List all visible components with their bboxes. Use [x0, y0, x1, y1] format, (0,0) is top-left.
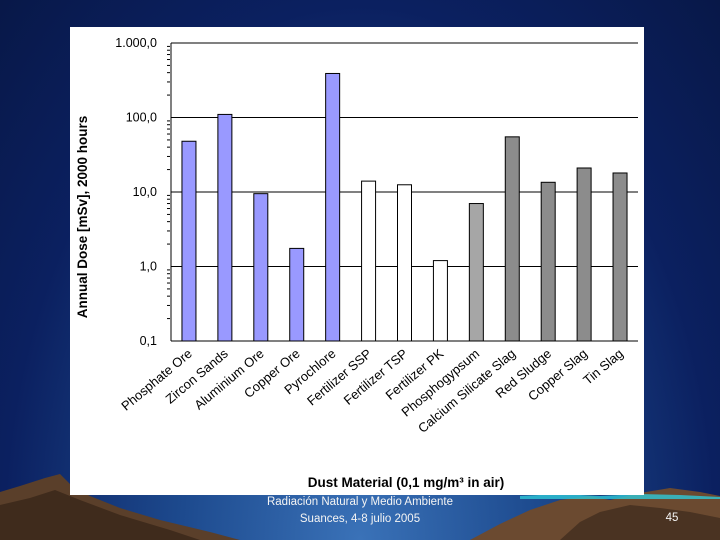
- page-number: 45: [665, 512, 679, 524]
- bar-chart: 1.000,0 100,0 10,0 1,0 0,1 Phosphate OreZirc…: [75, 36, 638, 490]
- y-tick-label: 0,1: [140, 334, 157, 348]
- bars: [181, 72, 628, 342]
- y-tick-label: 100,0: [126, 111, 157, 125]
- bar: [540, 181, 556, 342]
- x-axis-title: Dust Material (0,1 mg/m³ in air): [308, 475, 505, 490]
- y-tick-label: 1.000,0: [115, 36, 157, 50]
- bar: [432, 260, 448, 342]
- category-label: Tin Slag: [580, 346, 626, 388]
- bar: [468, 203, 484, 342]
- tick-labels: 1.000,0 100,0 10,0 1,0 0,1: [115, 36, 157, 348]
- bar: [217, 113, 233, 342]
- chart-panel: 1.000,0 100,0 10,0 1,0 0,1 Phosphate Ore Zirc…: [70, 27, 644, 495]
- y-tick-label: 1,0: [140, 260, 157, 274]
- bar: [181, 140, 197, 342]
- bar: [325, 72, 341, 342]
- bar: [361, 180, 377, 342]
- bar: [576, 167, 592, 342]
- footer-title: Radiación Natural y Medio Ambiente: [266, 496, 454, 508]
- axes: [167, 43, 638, 342]
- bar: [397, 184, 412, 342]
- bar: [612, 172, 628, 342]
- bar: [504, 136, 520, 342]
- footer-subtitle: Suances, 4-8 julio 2005: [299, 513, 421, 525]
- bar: [253, 193, 269, 342]
- y-axis-title: Annual Dose [mSv], 2000 hours: [75, 116, 90, 319]
- bar: [289, 247, 305, 342]
- y-tick-label: 10,0: [133, 185, 157, 199]
